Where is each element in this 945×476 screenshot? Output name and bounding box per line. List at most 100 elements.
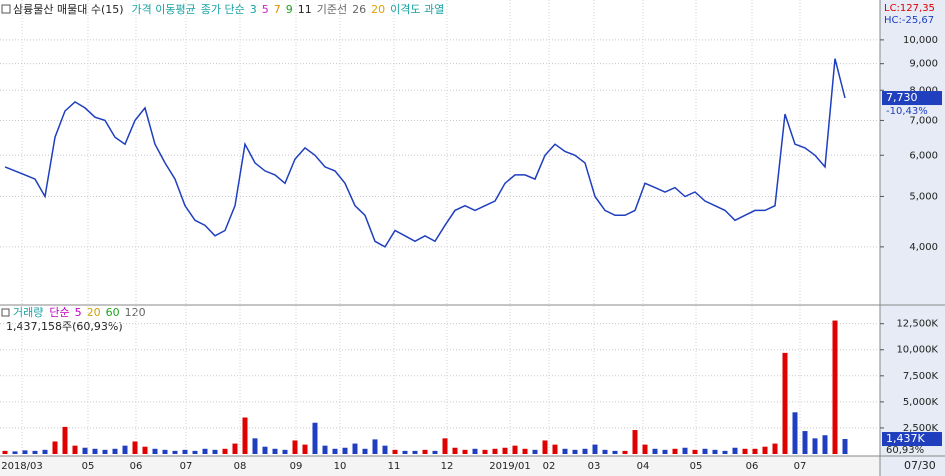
shares-label: 1,437,158주(60,93%): [6, 320, 123, 333]
end-date: 07/30: [904, 459, 936, 472]
volume-bar: [712, 449, 718, 454]
y-tick-label: 7,000: [909, 115, 938, 126]
volume-bar: [282, 449, 288, 454]
y-tick-label: 6,000: [909, 150, 938, 161]
right-axis-panel: [880, 0, 945, 476]
volume-bar: [372, 439, 378, 454]
volume-bar: [592, 444, 598, 454]
volume-bar: [142, 446, 148, 454]
x-tick-label: 09: [290, 461, 303, 472]
legend-entry: 가격 이동평균: [132, 3, 196, 16]
volume-bar: [762, 446, 768, 454]
volume-bar: [82, 447, 88, 454]
legend-entry: 26: [352, 3, 366, 16]
volume-bar: [22, 450, 28, 454]
volume-bar: [152, 448, 158, 454]
volume-bar: [682, 447, 688, 454]
y-tick-label: 10,000: [903, 35, 938, 46]
legend-icon: [1, 4, 11, 14]
volume-bar: [222, 448, 228, 454]
volume-bar: [42, 449, 48, 454]
volume-bar: [472, 448, 478, 454]
x-tick-label: 07: [180, 461, 193, 472]
volume-bar: [452, 447, 458, 454]
volume-bar: [822, 435, 828, 454]
volume-title: 거래량: [13, 306, 43, 319]
volume-bar: [122, 445, 128, 454]
x-tick-label: 06: [746, 461, 759, 472]
x-tick-label: 05: [82, 461, 95, 472]
volume-bar: [702, 448, 708, 454]
volume-bar: [692, 449, 698, 454]
volume-bar: [102, 449, 108, 454]
volume-bar: [522, 448, 528, 454]
volume-bar: [382, 445, 388, 454]
hc-label: HC:-25,67: [884, 15, 934, 26]
change-label: -10,43%: [886, 106, 928, 117]
volume-bar: [642, 444, 648, 454]
legend-entry: 7: [274, 3, 281, 16]
volume-bar: [302, 444, 308, 454]
volume-bar: [572, 449, 578, 454]
x-tick-label: 2018/03: [1, 461, 43, 472]
volume-bar: [172, 450, 178, 454]
volume-bar: [492, 448, 498, 454]
volume-bar: [182, 449, 188, 454]
volume-bar: [92, 448, 98, 454]
volume-bar: [722, 450, 728, 454]
current-price-box: [882, 91, 942, 106]
ratio-label: 60,93%: [886, 445, 924, 456]
legend-entry: 이격도 과열: [390, 3, 444, 16]
volume-bar: [212, 449, 218, 454]
current-price: 7,730: [886, 91, 918, 104]
legend-entry: 종가 단순: [201, 3, 245, 16]
volume-bar: [542, 440, 548, 454]
volume-bar: [632, 430, 638, 454]
volume-bar: [612, 450, 618, 454]
y-tick-label: 5,000K: [903, 397, 939, 408]
y-tick-label: 10,000K: [896, 345, 938, 356]
x-axis-panel: [0, 456, 880, 476]
volume-bar: [202, 448, 208, 454]
legend-entry: 60: [106, 306, 120, 319]
legend-entry: 기준선: [317, 3, 347, 16]
legend-entry: 120: [125, 306, 146, 319]
current-volume-box: [882, 432, 942, 447]
legend-entry: 3: [250, 3, 257, 16]
volume-bar: [652, 448, 658, 454]
price-line: [4, 58, 846, 248]
volume-bar: [112, 448, 118, 454]
volume-bar: [232, 443, 238, 454]
volume-bar: [582, 448, 588, 454]
y-tick-label: 2,500K: [903, 423, 939, 434]
x-tick-label: 07: [794, 461, 807, 472]
volume-bar: [332, 448, 338, 454]
volume-bar: [502, 447, 508, 454]
volume-bar: [62, 426, 68, 454]
volume-bar: [672, 448, 678, 454]
lc-label: LC:127,35: [884, 3, 935, 14]
volume-bar: [352, 443, 358, 454]
volume-bar: [292, 440, 298, 454]
volume-bar: [742, 448, 748, 454]
volume-bar: [622, 450, 628, 454]
volume-bar: [792, 412, 798, 454]
volume-bar: [362, 448, 368, 454]
volume-bar: [242, 417, 248, 454]
x-tick-label: 06: [130, 461, 143, 472]
y-tick-label: 7,500K: [903, 371, 939, 382]
volume-bar: [512, 445, 518, 454]
volume-bar: [782, 352, 788, 454]
volume-bar: [532, 449, 538, 454]
volume-bar: [552, 444, 558, 454]
legend-entry: 5: [75, 306, 82, 319]
volume-bar: [832, 320, 838, 454]
volume-bar: [392, 449, 398, 454]
volume-bar: [412, 450, 418, 454]
volume-bar: [272, 448, 278, 454]
volume-bar: [462, 449, 468, 454]
y-tick-label: 5,000: [909, 191, 938, 202]
volume-bar: [402, 450, 408, 454]
